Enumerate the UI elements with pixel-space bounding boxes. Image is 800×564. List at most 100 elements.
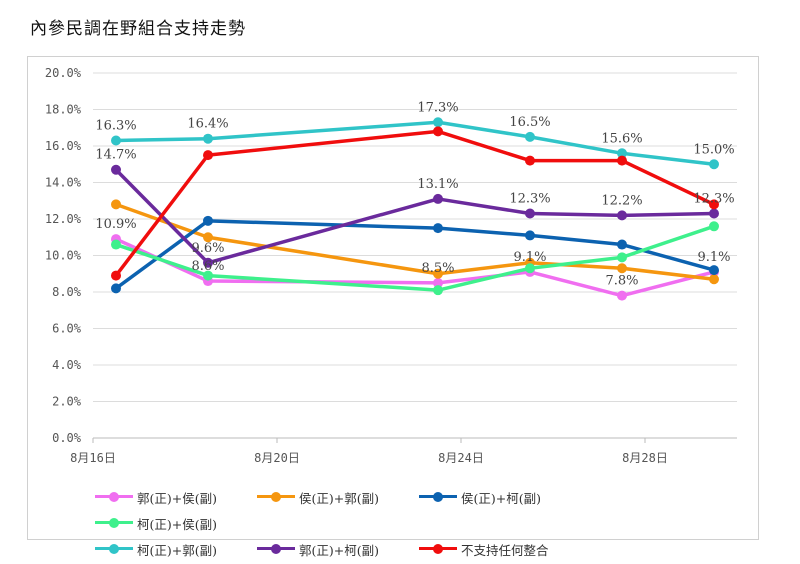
data-point	[525, 263, 535, 274]
data-point	[433, 223, 443, 234]
data-label: 16.3%	[95, 119, 136, 134]
data-label: 8.5%	[421, 261, 454, 276]
data-point	[111, 135, 121, 146]
data-point	[617, 290, 627, 301]
data-point	[111, 164, 121, 175]
data-label: 14.7%	[95, 148, 136, 163]
data-label: 9.6%	[191, 241, 224, 256]
data-point	[111, 270, 121, 281]
series-line	[114, 168, 715, 265]
y-tick-label: 20.0%	[45, 66, 82, 80]
data-point	[709, 265, 719, 276]
data-label: 7.8%	[605, 274, 638, 289]
series-line	[115, 237, 715, 298]
legend-item: 柯(正)+侯(副)	[95, 510, 257, 536]
data-point	[433, 117, 443, 128]
data-point	[617, 210, 627, 221]
data-point	[203, 150, 213, 161]
series-line	[114, 129, 715, 277]
legend-swatch-icon	[419, 492, 457, 502]
data-point	[525, 230, 535, 241]
legend-swatch-icon	[257, 544, 295, 554]
data-point	[525, 131, 535, 142]
legend-label: 柯(正)+侯(副)	[137, 516, 217, 532]
data-point	[617, 263, 627, 274]
y-tick-label: 14.0%	[45, 176, 82, 190]
data-point	[617, 148, 627, 159]
data-point	[433, 285, 443, 296]
chart-frame	[27, 56, 759, 540]
y-tick-label: 4.0%	[52, 358, 82, 372]
data-label: 15.0%	[693, 142, 734, 157]
series-line	[115, 224, 715, 292]
data-label: 16.4%	[187, 117, 228, 132]
data-point	[203, 215, 213, 226]
data-point	[203, 257, 213, 268]
legend-swatch-icon	[257, 492, 295, 502]
x-tick-label: 8月28日	[622, 451, 668, 465]
series-line	[115, 120, 715, 166]
data-point	[709, 199, 719, 210]
data-label: 12.3%	[693, 192, 734, 207]
data-label: 13.1%	[417, 177, 458, 192]
y-tick-label: 12.0%	[45, 212, 82, 226]
data-point	[709, 221, 719, 232]
data-point	[111, 283, 121, 294]
data-label: 8.6%	[191, 259, 224, 274]
y-tick-label: 6.0%	[52, 322, 82, 336]
x-tick-label: 8月20日	[254, 451, 300, 465]
data-label: 10.9%	[95, 217, 136, 232]
data-label: 17.3%	[417, 100, 458, 115]
data-label: 9.1%	[697, 250, 730, 265]
y-tick-label: 8.0%	[52, 285, 82, 299]
legend-item: 侯(正)+柯(副)	[419, 484, 581, 510]
legend: 郭(正)+侯(副) 侯(正)+郭(副) 侯(正)+柯(副) 柯(正)+侯(副) 柯(正)…	[95, 484, 735, 562]
data-label: 12.3%	[509, 192, 550, 207]
legend-item: 郭(正)+柯(副)	[257, 536, 419, 562]
legend-label: 侯(正)+郭(副)	[299, 490, 379, 506]
data-point	[617, 252, 627, 263]
y-tick-label: 16.0%	[45, 139, 82, 153]
y-tick-label: 10.0%	[45, 249, 82, 263]
data-label: 12.2%	[601, 193, 642, 208]
data-point	[617, 155, 627, 166]
data-point	[433, 193, 443, 204]
y-tick-label: 18.0%	[45, 103, 82, 117]
data-point	[709, 274, 719, 285]
data-point	[709, 159, 719, 170]
data-point	[433, 268, 443, 279]
data-point	[709, 208, 719, 219]
legend-label: 不支持任何整合	[461, 542, 549, 558]
legend-swatch-icon	[419, 544, 457, 554]
y-tick-label: 0.0%	[52, 431, 82, 445]
data-point	[203, 232, 213, 243]
x-tick-label: 8月24日	[438, 451, 484, 465]
legend-item: 不支持任何整合	[419, 536, 581, 562]
x-tick-label: 8月16日	[70, 451, 116, 465]
legend-label: 侯(正)+柯(副)	[461, 490, 541, 506]
data-label: 15.6%	[601, 131, 642, 146]
legend-label: 柯(正)+郭(副)	[137, 542, 217, 558]
series-line	[114, 219, 715, 290]
legend-label: 郭(正)+柯(副)	[299, 542, 379, 558]
legend-item: 柯(正)+郭(副)	[95, 536, 257, 562]
data-label: 16.5%	[509, 115, 550, 130]
legend-swatch-icon	[95, 544, 133, 554]
data-point	[203, 133, 213, 144]
data-point	[433, 277, 443, 288]
data-point	[525, 208, 535, 219]
chart-title: 內參民調在野組合支持走勢	[30, 19, 246, 39]
legend-swatch-icon	[95, 492, 133, 502]
y-tick-label: 2.0%	[52, 395, 82, 409]
legend-item: 侯(正)+郭(副)	[257, 484, 419, 510]
data-label: 9.1%	[513, 250, 546, 265]
data-point	[525, 155, 535, 166]
data-point	[617, 239, 627, 250]
data-point	[203, 270, 213, 281]
data-point	[111, 199, 121, 210]
data-point	[433, 126, 443, 137]
legend-swatch-icon	[95, 518, 133, 528]
legend-label: 郭(正)+侯(副)	[137, 490, 217, 506]
data-point	[111, 239, 121, 250]
